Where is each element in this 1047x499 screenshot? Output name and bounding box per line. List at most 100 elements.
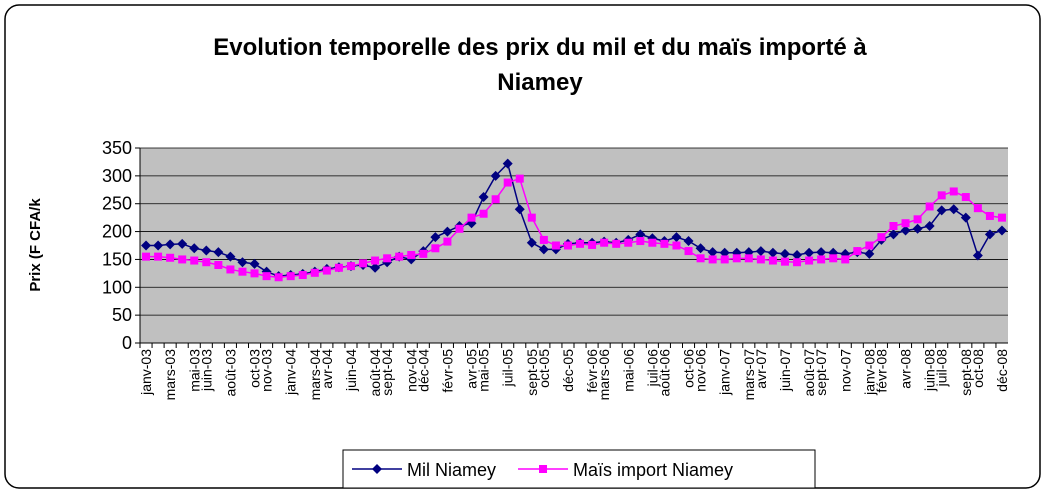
point (154, 252, 163, 261)
point (996, 225, 1007, 236)
x-tick-label: déc-08 (994, 349, 1010, 392)
x-tick-label: mai-03 (186, 349, 202, 392)
point (648, 238, 657, 247)
point (624, 238, 633, 247)
point (888, 229, 899, 240)
point (443, 237, 452, 246)
x-tick-label: oct-06 (681, 349, 697, 388)
point (431, 244, 440, 253)
y-tick-label: 150 (102, 249, 132, 269)
point (924, 221, 935, 231)
point (960, 212, 971, 223)
x-tick-label: juil-08 (934, 349, 950, 388)
point (997, 213, 1006, 222)
x-tick-label: mars-03 (162, 349, 178, 401)
point (841, 255, 850, 264)
x-tick-label: sept-08 (958, 349, 974, 396)
x-tick-label: déc-05 (560, 349, 576, 392)
point (178, 255, 187, 264)
point (672, 241, 681, 250)
x-tick-label: janv-07 (717, 349, 733, 396)
x-tick-label: févr-06 (584, 349, 600, 393)
x-tick-label: mars-06 (596, 349, 612, 401)
point (600, 238, 609, 247)
point (877, 233, 886, 242)
point (817, 255, 826, 264)
point (900, 225, 911, 236)
point (286, 272, 295, 281)
point (383, 254, 392, 263)
point (779, 248, 790, 259)
x-tick-label: juin-08 (922, 349, 938, 392)
x-tick-label: août-07 (801, 349, 817, 397)
point (189, 243, 200, 254)
point (816, 247, 827, 258)
point (190, 256, 199, 265)
x-tick-label: oct-08 (970, 349, 986, 388)
x-tick-label: févr-05 (439, 349, 455, 393)
point (719, 247, 730, 258)
point (371, 256, 380, 265)
point (925, 202, 934, 211)
x-tick-label: mai-06 (620, 349, 636, 392)
point (696, 254, 705, 263)
point (141, 240, 152, 251)
point (804, 247, 815, 258)
point (225, 251, 236, 262)
point (142, 252, 151, 261)
point (502, 158, 513, 169)
point (563, 241, 572, 250)
point (793, 258, 802, 267)
point (732, 254, 741, 263)
y-tick-label: 50 (112, 305, 132, 325)
x-tick-label: janv-08 (861, 349, 877, 396)
point (913, 215, 922, 224)
point (767, 247, 778, 258)
point (708, 255, 717, 264)
point (612, 239, 621, 248)
point (527, 213, 536, 222)
point (755, 246, 766, 257)
point (780, 257, 789, 266)
point (372, 464, 382, 474)
x-tick-label: juin-03 (198, 349, 214, 392)
x-tick-label: déc-04 (415, 349, 431, 392)
point (961, 193, 970, 202)
x-tick-label: mars-04 (307, 349, 323, 401)
point (177, 238, 188, 249)
point (936, 205, 947, 216)
point (744, 254, 753, 263)
point (430, 232, 441, 243)
legend-label: Maïs import Niamey (573, 460, 733, 480)
point (539, 465, 548, 473)
point (213, 247, 224, 258)
point (576, 239, 585, 248)
x-tick-label: juil-06 (644, 349, 660, 388)
point (503, 178, 512, 187)
point (226, 265, 235, 274)
y-tick-label: 250 (102, 194, 132, 214)
point (985, 211, 994, 220)
point (359, 259, 368, 268)
point (539, 235, 548, 244)
x-tick-label: sept-05 (524, 349, 540, 396)
point (514, 204, 525, 215)
y-axis-label: Prix (F CFA/k (27, 198, 44, 292)
legend-label: Mil Niamey (407, 460, 496, 480)
point (491, 195, 500, 204)
x-tick-label: août-03 (222, 349, 238, 397)
x-tick-label: sept-04 (379, 349, 395, 396)
x-tick-label: nov-04 (403, 349, 419, 392)
x-tick-label: janv-04 (283, 349, 299, 396)
x-tick-label: août-04 (367, 349, 383, 397)
point (720, 255, 729, 264)
y-tick-label: 200 (102, 222, 132, 242)
point (937, 191, 946, 200)
point (298, 271, 307, 280)
point (237, 257, 248, 268)
point (249, 258, 260, 269)
plot-area (140, 148, 1008, 343)
point (334, 263, 343, 272)
point (419, 249, 428, 258)
x-tick-label: sept-07 (813, 349, 829, 396)
